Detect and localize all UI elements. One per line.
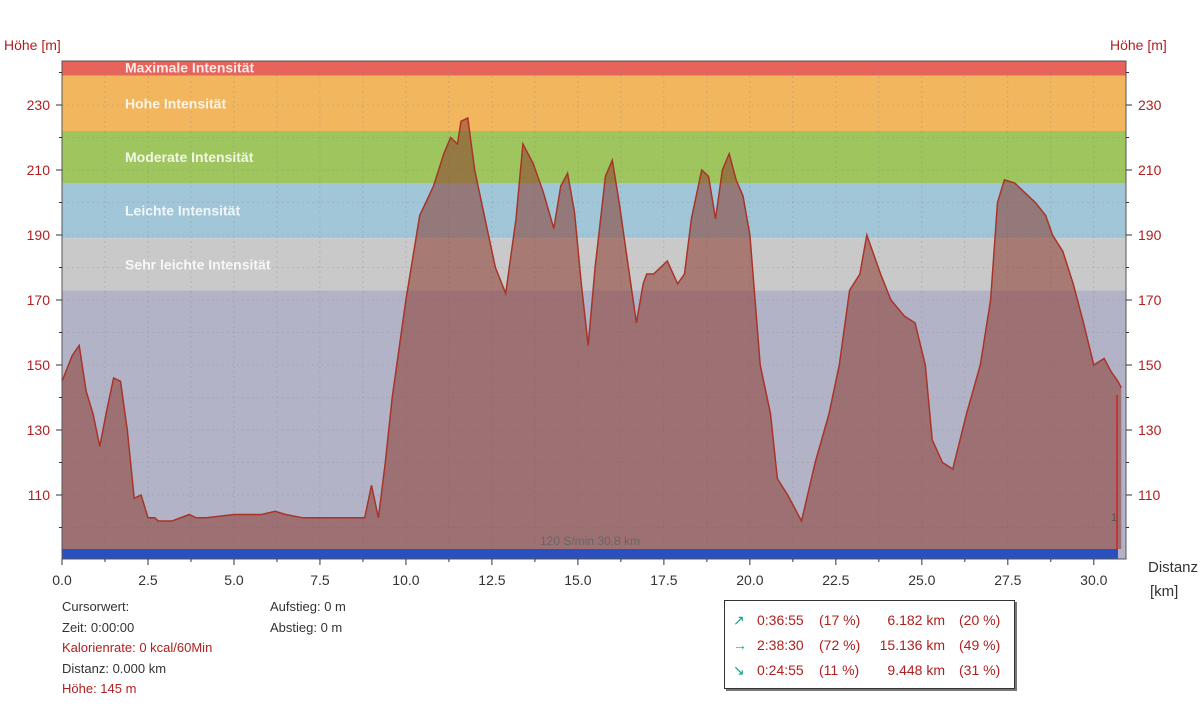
- zone-label: Hohe Intensität: [125, 95, 226, 111]
- zone-label: Sehr leichte Intensität: [125, 256, 271, 272]
- y-axis-label-right: Höhe [m]: [1110, 37, 1167, 53]
- stat-distance-pct: (20 %): [959, 612, 1001, 628]
- stat-time-pct: (72 %): [819, 637, 861, 653]
- stat-time: 0:24:55: [757, 662, 804, 678]
- y-tick-label-left: 130: [27, 422, 51, 438]
- y-tick-label-left: 110: [28, 487, 51, 503]
- y-tick-label-left: 210: [27, 162, 51, 178]
- cursor-calorie: Kalorienrate: 0 kcal/60Min: [62, 640, 213, 655]
- zone-label: Maximale Intensität: [125, 60, 254, 76]
- end-marker-label: 1: [1111, 512, 1117, 524]
- ascent-info: Aufstieg: 0 m Abstieg: 0 m: [270, 597, 346, 638]
- x-tick-label: 0.0: [52, 572, 72, 588]
- zone-label: Leichte Intensität: [125, 203, 240, 219]
- x-axis-unit: [km]: [1150, 583, 1178, 600]
- stat-time: 2:38:30: [757, 637, 804, 653]
- bottom-label: 120 S/min 30.8 km: [540, 534, 640, 548]
- x-tick-label: 5.0: [224, 572, 244, 588]
- cursor-distance: Distanz: 0.000 km: [62, 660, 167, 676]
- x-tick-label: 30.0: [1080, 572, 1107, 588]
- stats-row-flat: → 2:38:30 (72 %) 15.136 km (49 %): [725, 634, 1014, 656]
- intensity-zone-labels: Maximale Intensität Hohe Intensität Modera…: [125, 60, 271, 272]
- zone-band: [62, 183, 1126, 239]
- y-tick-label-right: 230: [1138, 97, 1162, 113]
- x-tick-label: 22.5: [822, 572, 849, 588]
- descent-value: Abstieg: 0 m: [270, 619, 343, 635]
- stat-time: 0:36:55: [757, 612, 804, 628]
- y-tick-label-left: 230: [27, 97, 51, 113]
- zone-band: [62, 61, 1126, 76]
- stat-distance-pct: (49 %): [959, 637, 1001, 653]
- axes: 0.0 2.5 5.0 7.5 10.0 12.5 15.0 17.5 20.0 22.5 25.0…: [27, 72, 1162, 588]
- x-tick-label: 25.0: [908, 572, 935, 588]
- cursor-title: Cursorwert:: [62, 599, 130, 614]
- y-tick-label-right: 210: [1138, 162, 1162, 178]
- y-tick-label-left: 170: [27, 292, 51, 308]
- stat-distance: 9.448 km: [887, 662, 945, 678]
- y-tick-label-right: 130: [1138, 422, 1162, 438]
- y-tick-label-left: 150: [27, 357, 51, 373]
- x-tick-label: 10.0: [392, 572, 419, 588]
- arrow-up-right-icon: ↗: [733, 612, 745, 628]
- y-tick-label-right: 170: [1138, 292, 1162, 308]
- x-tick-label: 12.5: [478, 572, 505, 588]
- y-tick-label-left: 190: [27, 227, 51, 243]
- x-axis-label: Distanz: [1148, 559, 1198, 576]
- y-tick-label-right: 110: [1138, 487, 1161, 503]
- zone-band: [62, 75, 1126, 131]
- x-tick-label: 27.5: [994, 572, 1021, 588]
- stat-time-pct: (11 %): [819, 662, 860, 678]
- segment-stats-box: ↗ 0:36:55 (17 %) 6.182 km (20 %) → 2:38:…: [724, 600, 1015, 689]
- x-tick-label: 7.5: [310, 572, 330, 588]
- zone-band: [62, 131, 1126, 183]
- arrow-down-right-icon: ↘: [733, 662, 745, 678]
- stats-row-descent: ↘ 0:24:55 (11 %) 9.448 km (31 %): [725, 659, 1014, 681]
- x-tick-label: 2.5: [138, 572, 158, 588]
- cursor-info: Cursorwert: Zeit: 0:00:00 Kalorienrate: …: [62, 597, 212, 700]
- stat-distance-pct: (31 %): [959, 662, 1001, 678]
- x-tick-label: 17.5: [650, 572, 677, 588]
- y-tick-label-right: 150: [1138, 357, 1162, 373]
- stat-distance: 6.182 km: [887, 612, 945, 628]
- x-tick-label: 20.0: [736, 572, 763, 588]
- elevation-fill: [62, 118, 1122, 549]
- elevation-area: [62, 116, 1122, 549]
- y-axis-label-left: Höhe [m]: [4, 37, 61, 53]
- cursor-time: Zeit: 0:00:00: [62, 619, 135, 635]
- cursor-altitude: Höhe: 145 m: [62, 681, 137, 696]
- stat-distance: 15.136 km: [879, 637, 945, 653]
- elevation-line: [62, 116, 1122, 524]
- stats-row-ascent: ↗ 0:36:55 (17 %) 6.182 km (20 %): [725, 609, 1014, 631]
- x-tick-label: 15.0: [564, 572, 591, 588]
- ascent-value: Aufstieg: 0 m: [270, 599, 346, 614]
- bottom-bar: [62, 549, 1118, 559]
- stat-time-pct: (17 %): [819, 612, 861, 628]
- y-tick-label-right: 190: [1138, 227, 1162, 243]
- zone-label: Moderate Intensität: [125, 149, 254, 165]
- arrow-right-icon: →: [733, 637, 747, 653]
- plot-frame: [61, 60, 1127, 560]
